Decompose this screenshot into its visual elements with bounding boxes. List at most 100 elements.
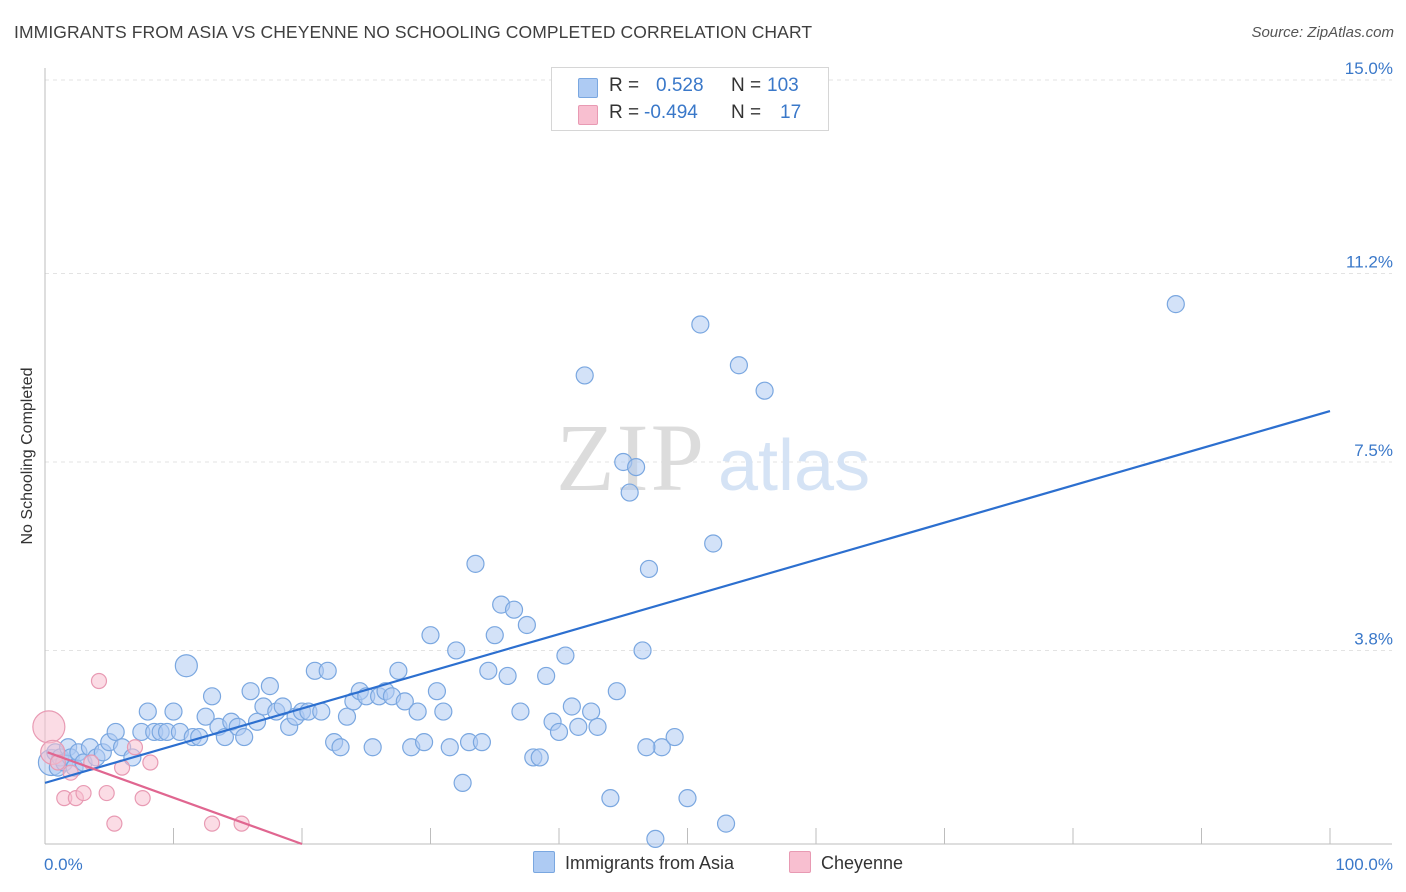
legend-row-cheyenne: R = -0.494 N = 17	[552, 101, 828, 127]
legend-row-asia: R = 0.528 N = 103	[552, 74, 828, 100]
asia-point	[517, 615, 536, 635]
asia-point	[504, 600, 524, 619]
asia-point	[260, 677, 279, 696]
cheyenne-point	[142, 754, 159, 771]
asia-point	[318, 661, 337, 680]
asia-point	[601, 789, 620, 808]
watermark: ZIP atlas	[556, 404, 870, 511]
asia-point	[363, 738, 382, 757]
asia-point	[427, 682, 447, 701]
asia-point	[1166, 295, 1185, 314]
cheyenne-point	[134, 790, 151, 807]
legend-swatch-asia	[578, 78, 598, 98]
asia-point	[337, 707, 357, 726]
asia-point	[562, 697, 581, 716]
grid-lines	[45, 79, 1392, 651]
asia-point	[498, 666, 517, 686]
y-tick-label: 7.5%	[1354, 441, 1393, 460]
trend-layer	[44, 410, 1331, 846]
x-tick-label: 0.0%	[44, 855, 83, 874]
legend-n-label: N =	[731, 75, 762, 96]
legend-r-value: -0.494	[644, 102, 698, 123]
y-tick-label: 11.2%	[1346, 253, 1393, 272]
asia-point	[202, 687, 222, 706]
asia-point	[466, 554, 485, 573]
bottom-legend-swatch-cheyenne	[789, 851, 811, 873]
asia-point	[626, 457, 646, 477]
asia-point	[434, 702, 453, 721]
asia-point	[569, 717, 588, 736]
asia-point	[331, 738, 350, 757]
cheyenne-trend-line	[47, 751, 303, 846]
asia-point	[530, 748, 549, 767]
legend-r-value: 0.528	[656, 75, 704, 96]
asia-point	[537, 666, 556, 686]
asia-point	[389, 661, 408, 680]
asia-point	[678, 789, 697, 808]
asia-point	[646, 829, 665, 849]
asia-point	[440, 738, 459, 757]
asia-point	[691, 315, 710, 334]
asia-point	[485, 626, 504, 645]
x-tick-label: 100.0%	[1335, 855, 1393, 874]
asia-point	[755, 381, 774, 400]
asia-point	[196, 707, 215, 726]
bottom-legend-label-cheyenne: Cheyenne	[821, 853, 904, 873]
legend-r-label: R =	[609, 75, 640, 96]
asia-point	[582, 702, 601, 721]
cheyenne-point	[98, 784, 115, 802]
y-tick-label: 15.0%	[1345, 59, 1393, 78]
legend-n-value: 17	[780, 102, 802, 123]
asia-point	[633, 641, 652, 660]
cheyenne-point	[90, 672, 108, 690]
source-label: Source: ZipAtlas.com	[1251, 24, 1394, 41]
legend-swatch-cheyenne	[578, 105, 598, 125]
tick-labels: 3.8% 7.5% 11.2% 15.0% 0.0% 100.0%	[44, 59, 1393, 874]
bottom-legend-label-asia: Immigrants from Asia	[565, 853, 735, 873]
asia-point	[241, 682, 260, 701]
asia-point	[453, 773, 472, 792]
asia-point	[575, 366, 594, 385]
asia-point	[472, 733, 491, 752]
bottom-legend-cheyenne: Cheyenne	[789, 851, 903, 874]
watermark-atlas: atlas	[718, 426, 870, 506]
asia-point	[637, 738, 656, 757]
cheyenne-point	[75, 784, 92, 802]
asia-point	[395, 692, 414, 711]
asia-point	[414, 733, 434, 752]
asia-point	[138, 702, 157, 721]
legend-n-label: N =	[731, 102, 762, 123]
asia-point	[639, 559, 659, 579]
asia-point	[588, 717, 607, 736]
bottom-legend-swatch-asia	[533, 851, 555, 873]
series-layer	[32, 295, 1185, 849]
asia-point	[607, 682, 626, 701]
chart-title: IMMIGRANTS FROM ASIA VS CHEYENNE NO SCHO…	[14, 22, 813, 42]
asia-point	[408, 702, 427, 721]
legend-r-label: R =	[609, 102, 640, 123]
asia-point	[716, 814, 736, 833]
asia-point	[106, 722, 125, 742]
asia-point	[190, 727, 209, 747]
asia-point	[479, 661, 498, 680]
asia-point	[704, 534, 723, 553]
asia-trend-line	[44, 410, 1331, 784]
asia-point	[729, 356, 749, 375]
y-tick-label: 3.8%	[1354, 629, 1393, 648]
stats-legend: R = 0.528 N = 103 R = -0.494 N = 17	[551, 67, 829, 131]
asia-point	[447, 641, 466, 660]
asia-point	[665, 727, 684, 747]
asia-point	[549, 722, 569, 742]
asia-point	[235, 727, 254, 747]
series-asia	[37, 295, 1185, 849]
asia-point	[620, 483, 639, 502]
asia-point	[421, 626, 440, 645]
cheyenne-point	[106, 815, 123, 832]
asia-point	[511, 702, 530, 721]
cheyenne-point	[126, 739, 144, 756]
legend-n-value: 103	[767, 75, 799, 96]
asia-point	[164, 702, 183, 721]
cheyenne-point	[32, 710, 66, 744]
cheyenne-point	[203, 815, 221, 832]
